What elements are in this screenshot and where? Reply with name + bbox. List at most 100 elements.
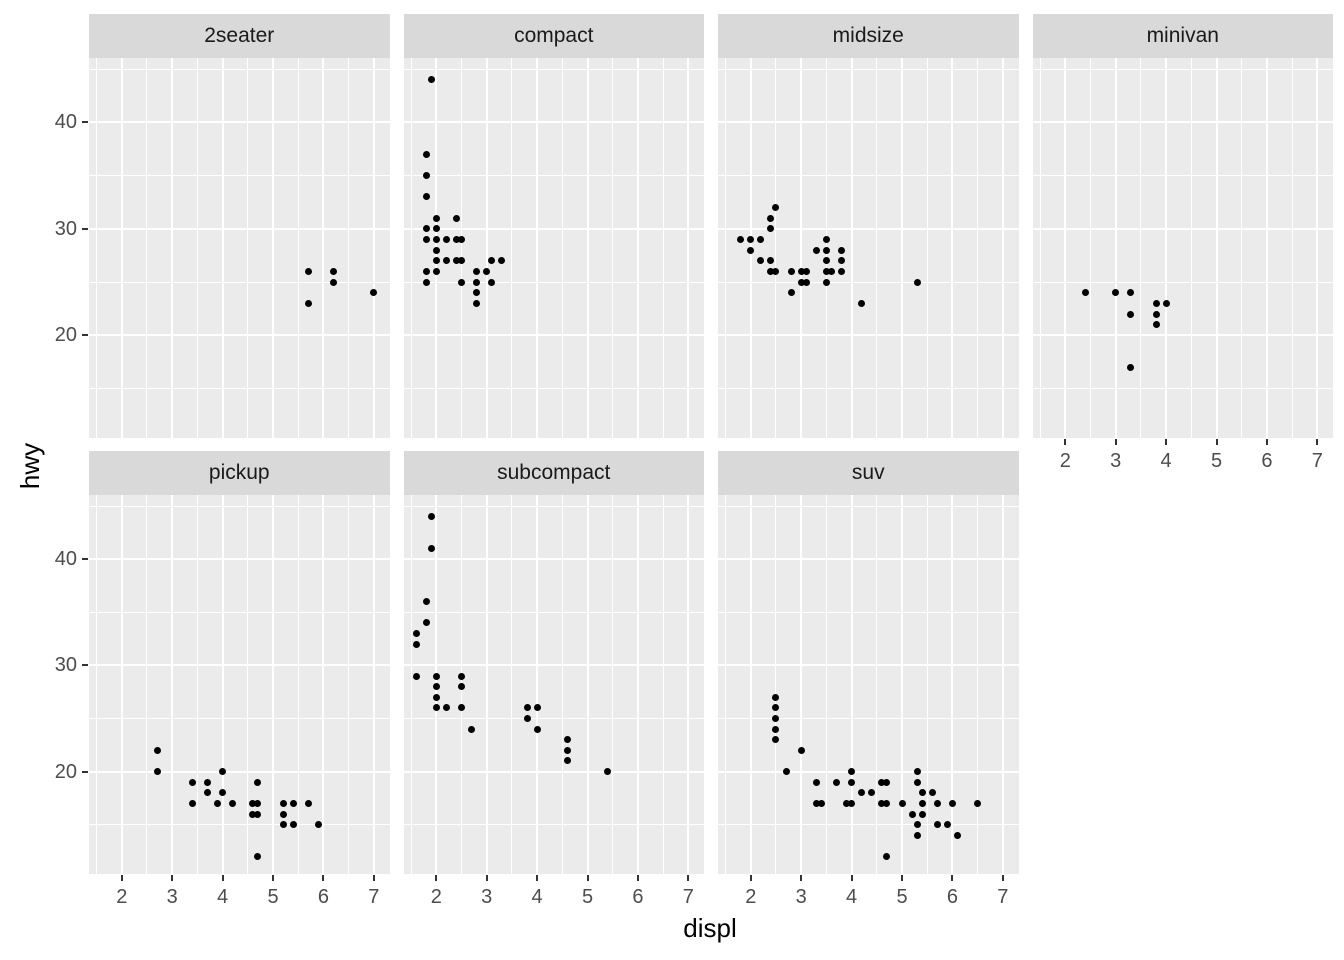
data-point [757, 257, 765, 265]
data-point [427, 76, 435, 84]
major-gridline-x [485, 494, 488, 874]
minor-gridline-x [977, 57, 979, 438]
facet-panel [89, 57, 390, 438]
major-gridline-y [718, 227, 1019, 230]
data-point [767, 225, 775, 233]
major-gridline-x [1114, 57, 1117, 438]
major-gridline-x [322, 57, 325, 438]
minor-gridline-y [1032, 281, 1333, 283]
data-point [563, 757, 571, 765]
minor-gridline-y [403, 175, 704, 177]
major-gridline-x [171, 57, 174, 438]
data-point [533, 725, 541, 733]
data-point [797, 278, 805, 286]
minor-gridline-y [89, 611, 390, 613]
facet-strip [403, 14, 704, 58]
data-point [188, 778, 196, 786]
minor-gridline-x [297, 494, 299, 874]
minor-gridline-y [403, 68, 704, 70]
data-point [254, 778, 262, 786]
major-gridline-y [403, 121, 704, 124]
minor-gridline-y [718, 281, 1019, 283]
minor-gridline-y [718, 824, 1019, 826]
data-point [822, 257, 830, 265]
minor-gridline-y [89, 718, 390, 719]
major-gridline-x [586, 494, 589, 874]
data-point [488, 257, 496, 265]
data-point [483, 267, 491, 275]
minor-gridline-x [96, 57, 98, 438]
major-gridline-x [272, 57, 275, 438]
data-point [817, 799, 825, 807]
data-point [858, 789, 866, 797]
data-point [432, 214, 440, 222]
data-point [974, 799, 982, 807]
x-tick-label: 5 [267, 885, 279, 908]
data-point [457, 236, 465, 244]
data-point [822, 267, 830, 275]
facet-strip-label: 2seater [204, 24, 275, 47]
minor-gridline-x [297, 57, 299, 438]
data-point [838, 246, 846, 254]
data-point [457, 278, 465, 286]
data-point [928, 789, 936, 797]
x-tick-label: 2 [745, 885, 757, 908]
minor-gridline-x [775, 57, 777, 438]
major-gridline-x [901, 494, 904, 874]
x-tick-mark [1114, 438, 1117, 445]
data-point [822, 278, 830, 286]
data-point [188, 799, 196, 807]
major-gridline-x [1165, 57, 1168, 438]
x-tick-label: 6 [632, 885, 644, 908]
data-point [878, 778, 886, 786]
x-tick-label: 2 [430, 885, 442, 908]
minor-gridline-x [725, 494, 727, 874]
data-point [1152, 310, 1160, 318]
x-tick-mark [435, 874, 438, 881]
major-gridline-y [1032, 334, 1333, 337]
facet-strip [1032, 14, 1333, 58]
minor-gridline-x [96, 494, 98, 874]
major-gridline-x [221, 494, 224, 874]
data-point [330, 278, 338, 286]
facet-strip-label: minivan [1146, 24, 1219, 47]
x-tick-mark [1165, 438, 1168, 445]
data-point [457, 704, 465, 712]
data-point [304, 299, 312, 307]
data-point [848, 778, 856, 786]
minor-gridline-x [775, 494, 777, 874]
data-point [878, 799, 886, 807]
data-point [918, 799, 926, 807]
data-point [604, 768, 612, 776]
data-point [422, 278, 430, 286]
data-point [254, 810, 262, 818]
data-point [422, 598, 430, 606]
data-point [457, 672, 465, 680]
x-tick-label: 4 [1160, 449, 1172, 472]
x-tick-mark [1064, 438, 1067, 445]
minor-gridline-x [410, 494, 412, 874]
data-point [812, 799, 820, 807]
data-point [422, 619, 430, 627]
minor-gridline-x [876, 57, 878, 438]
data-point [848, 799, 856, 807]
data-point [422, 150, 430, 158]
minor-gridline-x [662, 494, 664, 874]
data-point [868, 789, 876, 797]
minor-gridline-x [1039, 57, 1041, 438]
data-point [933, 799, 941, 807]
x-tick-label: 4 [846, 885, 858, 908]
data-point [330, 267, 338, 275]
x-tick-mark [120, 874, 123, 881]
x-tick-mark [1265, 438, 1268, 445]
major-gridline-x [1001, 494, 1004, 874]
minor-gridline-y [89, 388, 390, 390]
data-point [563, 746, 571, 754]
data-point [442, 236, 450, 244]
data-point [468, 725, 476, 733]
y-tick-label: 30 [54, 217, 77, 240]
data-point [249, 810, 257, 818]
minor-gridline-x [825, 494, 827, 874]
data-point [838, 257, 846, 265]
data-point [953, 831, 961, 839]
